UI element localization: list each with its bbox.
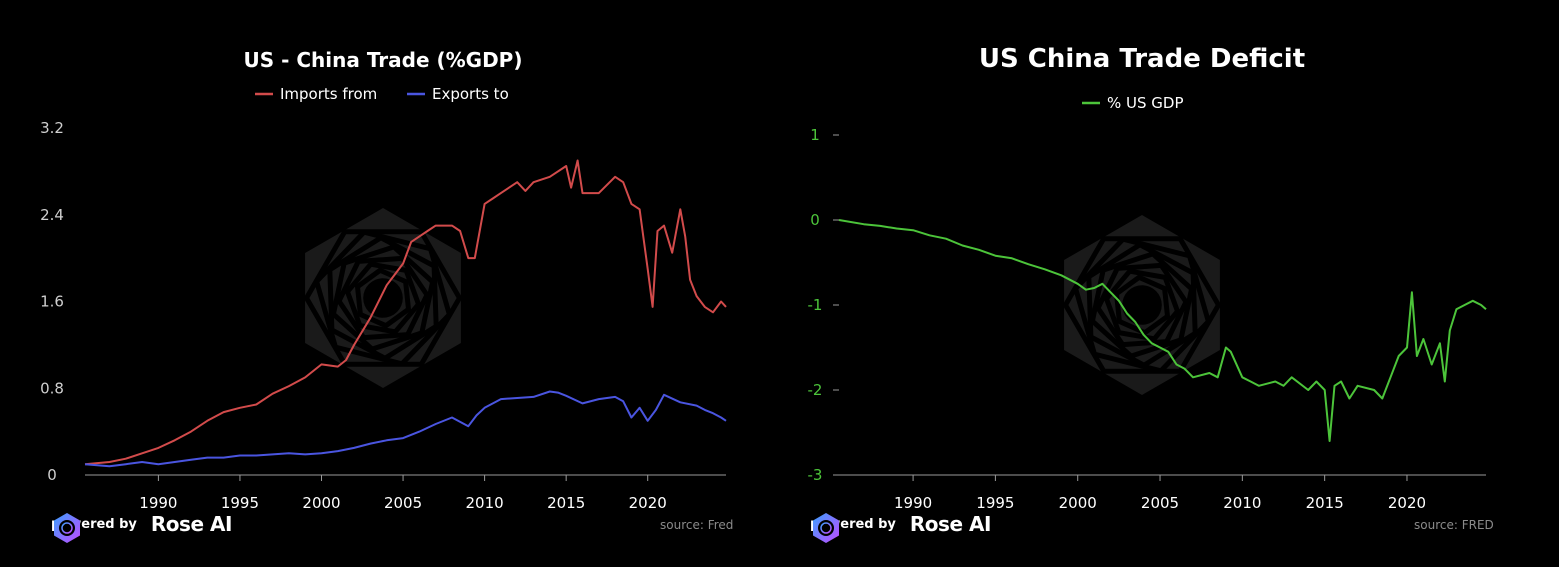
- watermark-ring: [327, 234, 439, 362]
- trade-deficit-chart-panel: US China Trade Deficit % US GDP 1990 1995 20…: [780, 0, 1559, 567]
- watermark-ring: [330, 244, 436, 352]
- watermark-ring: [1089, 251, 1195, 359]
- legend-entry: % US GDP: [1107, 94, 1184, 112]
- rose-ai-logo-icon: [813, 513, 839, 543]
- watermark-ring: [1072, 236, 1212, 374]
- imports-exports-chart: US - China Trade (%GDP) Imports from Expor…: [40, 48, 727, 512]
- x-tick-label: 2015: [1306, 494, 1344, 512]
- x-tick-label: 2005: [384, 494, 422, 512]
- legend-entry: Imports from: [280, 85, 377, 103]
- x-tick-label: 1990: [894, 494, 932, 512]
- y-tick-label: -2: [808, 381, 823, 399]
- watermark-logo: [1062, 215, 1222, 395]
- watermark-ring: [1062, 236, 1222, 374]
- rose-ai-brand: Rose AI: [909, 512, 992, 536]
- powered-by-footer: powered by Rose AI: [51, 512, 233, 543]
- series-line: [84, 390, 727, 468]
- x-tick-label: 2000: [302, 494, 340, 512]
- source-label: source: Fred: [660, 518, 734, 532]
- watermark-ring: [344, 261, 422, 335]
- watermark-ring: [1103, 268, 1181, 342]
- x-tick-label: 2020: [1388, 494, 1426, 512]
- watermark-ring: [1095, 262, 1189, 348]
- y-tick-label: 0: [47, 466, 57, 484]
- watermark-ring: [1086, 241, 1198, 369]
- x-tick-label: 1995: [976, 494, 1014, 512]
- watermark-logo: [303, 208, 463, 388]
- watermark-ring: [354, 267, 412, 329]
- watermark-ring: [313, 229, 453, 367]
- rose-ai-logo-icon: [54, 513, 80, 543]
- watermark-ring: [1113, 274, 1171, 336]
- legend-entry: Exports to: [432, 85, 509, 103]
- chart-title: US China Trade Deficit: [979, 44, 1305, 74]
- x-tick-label: 2010: [466, 494, 504, 512]
- watermark-hexagon: [1064, 215, 1220, 395]
- watermark-ring: [336, 255, 430, 341]
- y-tick-label: 1.6: [40, 293, 64, 311]
- chart-title: US - China Trade (%GDP): [244, 48, 523, 72]
- watermark-core: [1122, 285, 1162, 325]
- powered-by-footer: powered by Rose AI: [810, 512, 992, 543]
- y-tick-label: 0: [810, 211, 820, 229]
- y-tick-label: -3: [808, 466, 823, 484]
- x-tick-label: 1995: [221, 494, 259, 512]
- series-line: [84, 159, 727, 466]
- watermark-ring: [303, 229, 463, 367]
- x-tick-label: 2015: [547, 494, 585, 512]
- y-tick-label: 3.2: [40, 119, 64, 137]
- series-line: [838, 219, 1487, 442]
- y-tick-label: 2.4: [40, 206, 64, 224]
- x-tick-label: 2020: [629, 494, 667, 512]
- y-tick-label: 1: [810, 126, 820, 144]
- y-tick-label: 0.8: [40, 379, 64, 397]
- x-tick-label: 2000: [1059, 494, 1097, 512]
- y-tick-label: -1: [808, 296, 823, 314]
- trade-deficit-chart: US China Trade Deficit % US GDP 1990 1995 20…: [808, 44, 1487, 512]
- watermark-core: [363, 278, 403, 318]
- rose-ai-brand: Rose AI: [150, 512, 233, 536]
- watermark-hexagon: [305, 208, 461, 388]
- x-tick-label: 1990: [139, 494, 177, 512]
- source-label: source: FRED: [1414, 518, 1494, 532]
- x-tick-label: 2005: [1141, 494, 1179, 512]
- imports-exports-chart-panel: US - China Trade (%GDP) Imports from Expor…: [40, 48, 734, 543]
- x-tick-label: 2010: [1223, 494, 1261, 512]
